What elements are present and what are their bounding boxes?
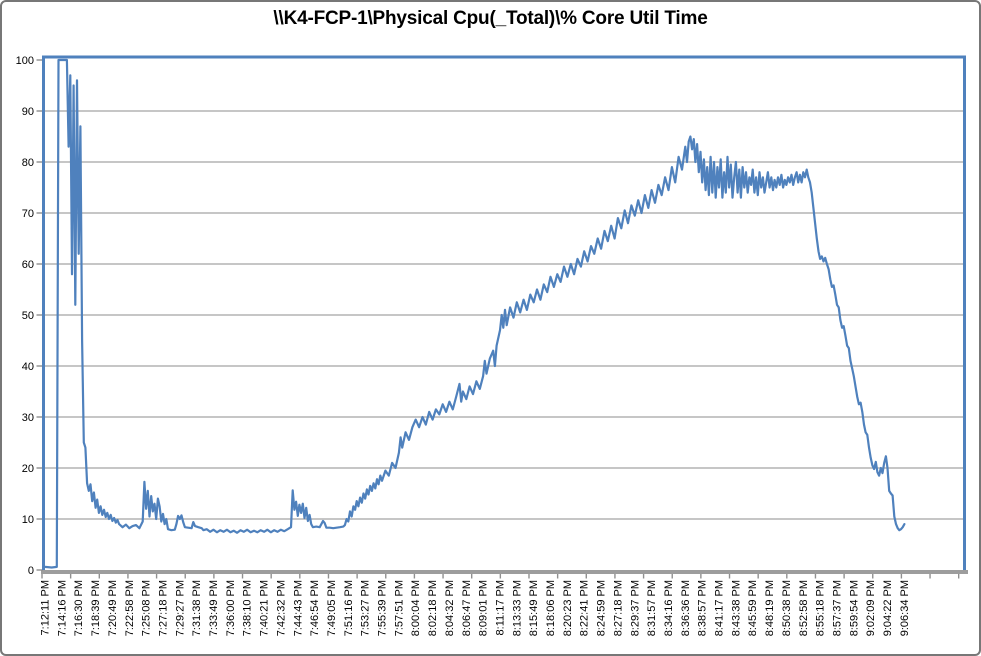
x-axis-label: 9:02:09 PM: [865, 580, 877, 636]
x-axis-label: 8:55:18 PM: [815, 580, 827, 636]
y-axis-label: 60: [22, 259, 34, 271]
x-axis-label: 8:11:17 PM: [494, 580, 506, 635]
x-axis-label: 8:50:38 PM: [781, 580, 793, 636]
y-axis-label: 40: [22, 361, 34, 373]
x-axis-label: 7:51:16 PM: [343, 580, 355, 636]
x-axis-label: 8:59:54 PM: [848, 580, 860, 636]
x-axis-label: 7:27:18 PM: [157, 580, 169, 636]
x-axis-label: 7:38:10 PM: [242, 580, 254, 636]
x-axis-label: 8:09:01 PM: [478, 580, 490, 636]
x-axis-label: 8:15:49 PM: [528, 580, 540, 636]
x-axis-label: 7:25:08 PM: [141, 580, 153, 636]
x-axis-label: 8:57:37 PM: [831, 580, 843, 636]
x-axis-label: 8:02:18 PM: [427, 580, 439, 636]
series-line-core-util-time: [43, 58, 906, 569]
y-axis-label: 0: [28, 565, 34, 577]
y-axis-label: 10: [22, 514, 34, 526]
x-axis-label: 7:20:49 PM: [107, 580, 119, 636]
x-axis-label: 7:29:27 PM: [174, 580, 186, 636]
x-axis-label: 7:53:27 PM: [360, 580, 372, 636]
x-axis-label: 7:36:00 PM: [225, 580, 237, 636]
x-axis-label: 7:22:58 PM: [124, 580, 136, 636]
x-axis-label: 8:00:04 PM: [410, 580, 422, 636]
x-axis-label: 8:18:06 PM: [545, 580, 557, 636]
y-axis-label: 80: [22, 157, 34, 169]
y-axis-label: 20: [22, 463, 34, 475]
x-axis-label: 7:55:39 PM: [377, 580, 389, 636]
x-axis-label: 8:22:41 PM: [579, 580, 591, 636]
x-axis-label: 8:31:57 PM: [646, 580, 658, 636]
x-axis-label: 7:57:51 PM: [393, 580, 405, 636]
x-axis-label: 8:27:18 PM: [612, 580, 624, 636]
chart-title: \\K4-FCP-1\Physical Cpu(_Total)\% Core U…: [273, 8, 708, 29]
x-axis-label: 8:34:16 PM: [663, 580, 675, 636]
y-axis-label: 100: [16, 55, 34, 67]
x-axis-label: 7:46:54 PM: [309, 580, 321, 636]
x-axis-label: 8:13:33 PM: [511, 580, 523, 636]
x-axis-line: [41, 570, 968, 574]
x-axis-label: 8:38:57 PM: [697, 580, 709, 636]
y-axis-label: 50: [22, 310, 34, 322]
x-axis-label: 8:20:23 PM: [562, 580, 574, 636]
x-axis-label: 7:44:43 PM: [292, 580, 304, 636]
x-axis-label: 8:45:59 PM: [747, 580, 759, 636]
x-axis-label: 8:48:19 PM: [764, 580, 776, 636]
y-axis-label: 30: [22, 412, 34, 424]
x-axis-label: 8:24:59 PM: [596, 580, 608, 636]
x-axis-label: 7:16:30 PM: [73, 580, 85, 636]
x-axis-label: 8:36:36 PM: [680, 580, 692, 636]
y-axis-label: 70: [22, 208, 34, 220]
x-axis-label: 7:18:39 PM: [90, 580, 102, 636]
x-axis-label: 7:49:05 PM: [326, 580, 338, 636]
x-axis-label: 8:29:37 PM: [629, 580, 641, 636]
x-axis-label: 7:40:21 PM: [259, 580, 271, 636]
x-axis-label: 7:42:32 PM: [275, 580, 287, 636]
x-axis-label: 7:33:49 PM: [208, 580, 220, 636]
x-axis-label: 8:43:38 PM: [730, 580, 742, 636]
x-axis-label: 7:14:16 PM: [56, 580, 68, 636]
x-axis-label: 8:04:32 PM: [444, 580, 456, 636]
x-axis-label: 9:06:34 PM: [899, 580, 911, 636]
x-axis-label: 9:04:22 PM: [882, 580, 894, 636]
x-axis-label: 8:52:58 PM: [798, 580, 810, 636]
y-axis-label: 90: [22, 106, 34, 118]
x-axis-label: 7:31:38 PM: [191, 580, 203, 636]
x-axis-label: 8:06:47 PM: [461, 580, 473, 636]
x-axis-label: 8:41:17 PM: [714, 580, 726, 636]
x-axis-label: 7:12:11 PM: [40, 580, 52, 635]
